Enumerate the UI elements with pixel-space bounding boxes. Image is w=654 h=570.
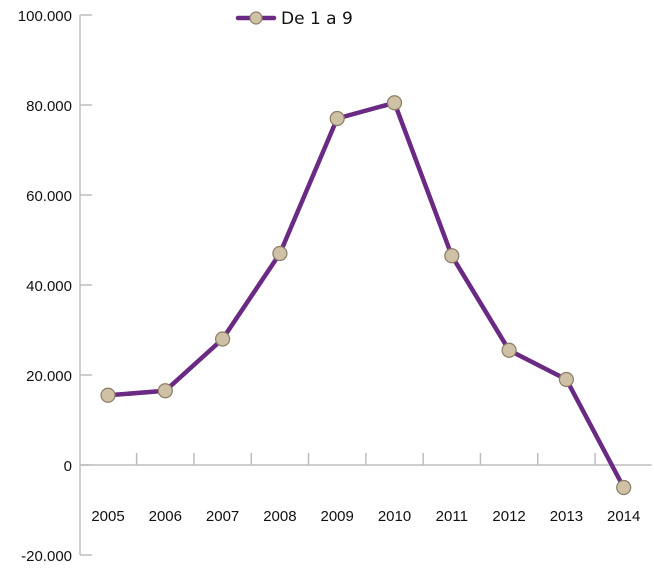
legend-label: De 1 a 9 [281,9,353,29]
x-tick-label: 2009 [321,508,354,525]
data-point [157,383,173,399]
x-tick-label: 2012 [492,508,525,525]
x-tick-label: 2010 [378,508,411,525]
data-point [444,248,460,264]
series-layer [100,95,632,496]
x-tick-label: 2005 [91,508,124,525]
data-point [558,371,575,388]
y-tick-label: 40.000 [26,278,72,295]
axes [79,15,652,555]
y-tick-label: 80.000 [26,98,72,115]
data-point [215,331,231,347]
x-axis-ticks: 2005 2006 2007 2008 2009 2010 2011 2012 2013 2014 [91,453,640,525]
x-tick-label: 2013 [550,508,583,525]
y-tick-label: 60.000 [26,188,72,205]
data-point [386,95,403,111]
y-tick-label: -20.000 [21,548,72,565]
data-point [329,110,345,127]
data-point [501,342,517,358]
data-point [100,387,116,403]
y-tick-label: 0 [64,458,72,475]
x-tick-label: 2006 [149,508,182,525]
x-tick-label: 2014 [607,508,640,525]
y-tick-label: 100.000 [18,8,72,25]
legend: De 1 a 9 [235,9,353,29]
series-line [105,100,626,490]
y-axis-ticks: -20.000 0 20.000 40.000 60.000 80.000 100.000 [18,8,92,565]
data-point [272,245,288,262]
data-point [616,479,632,496]
y-tick-label: 20.000 [26,368,72,385]
x-tick-label: 2011 [436,508,468,525]
x-tick-label: 2008 [263,508,296,525]
legend-marker-icon [249,11,263,25]
x-tick-label: 2007 [206,508,239,525]
